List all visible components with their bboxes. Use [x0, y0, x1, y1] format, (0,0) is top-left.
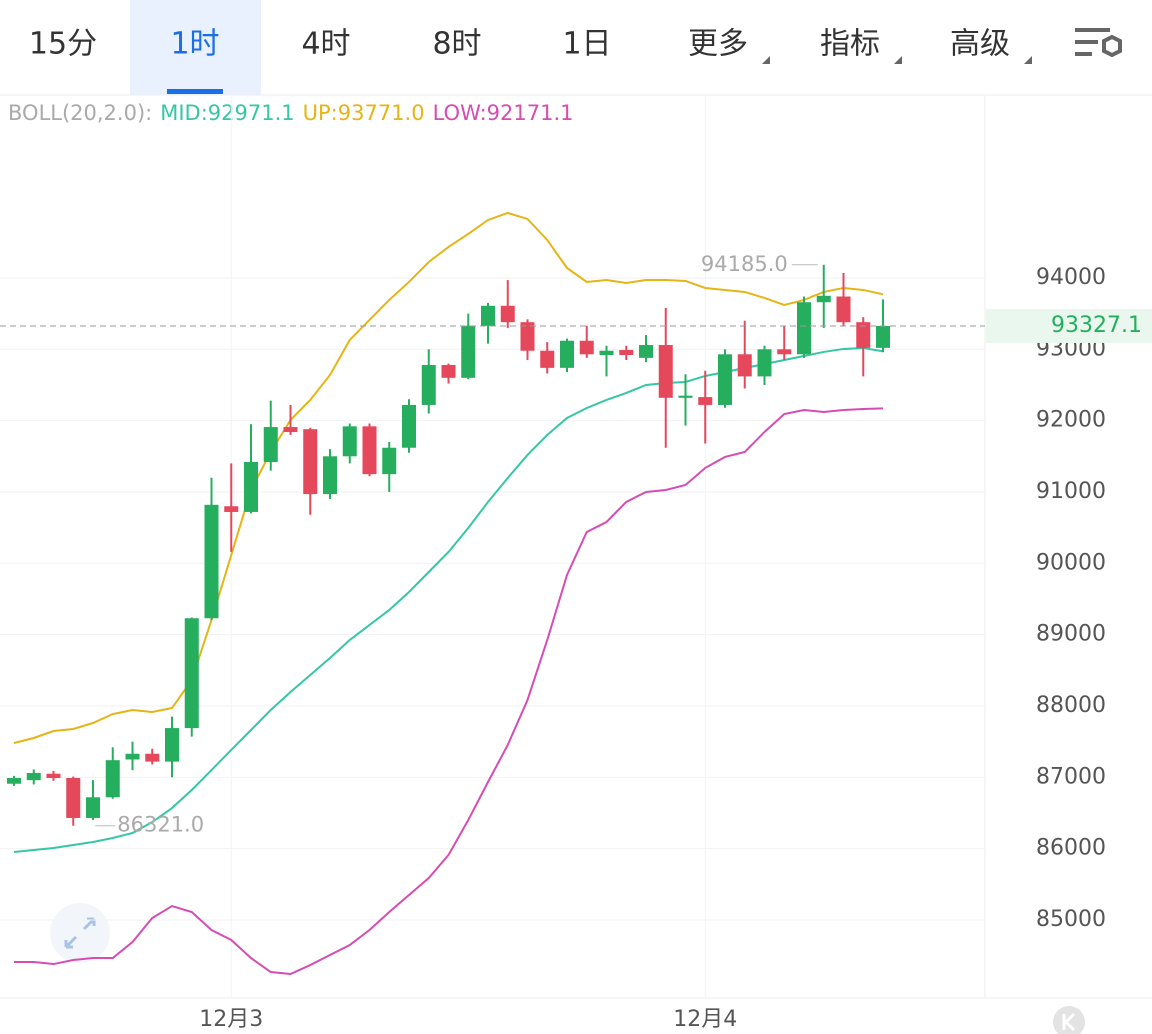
candle-body: [836, 296, 851, 323]
candle-body: [145, 753, 160, 762]
y-tick-label: 87000: [1036, 764, 1106, 789]
settings-icon[interactable]: [1075, 28, 1122, 58]
candle-body: [500, 305, 515, 323]
tab[interactable]: 4时: [301, 27, 350, 62]
candle-body: [125, 753, 140, 760]
tab-underline: [167, 89, 223, 94]
last-price-box: [986, 308, 1152, 343]
candle-body: [66, 778, 81, 818]
candle-body: [757, 349, 772, 377]
candle-body: [560, 340, 574, 368]
candle-body: [856, 322, 871, 348]
boll-line: [13, 346, 884, 853]
candle-body: [816, 295, 831, 303]
candle-body: [184, 618, 199, 729]
indicator-legend: BOLL(20,2.0):: [8, 101, 152, 125]
candle-body: [481, 305, 495, 326]
tab[interactable]: 更多: [688, 27, 748, 62]
candle-body: [283, 427, 298, 433]
candle-body: [105, 760, 120, 798]
y-tick-label: 94000: [1036, 265, 1106, 290]
candle-body: [599, 350, 614, 356]
dropdown-marker: [894, 56, 902, 64]
candle-body: [777, 349, 792, 355]
candle-body: [639, 345, 653, 358]
candle-body: [421, 364, 436, 405]
candle-body: [678, 395, 693, 398]
candle-body: [737, 354, 752, 377]
candle-body: [244, 462, 258, 512]
active-tab-bg: [130, 0, 261, 95]
tab[interactable]: 高级: [950, 27, 1010, 62]
last-price-label: 93327.1: [1051, 313, 1142, 338]
candle-body: [342, 426, 357, 457]
annotation-label: 94185.0: [701, 252, 788, 276]
candle-body: [619, 350, 634, 356]
candle-body: [362, 426, 377, 475]
indicator-legend: MID:92971.1: [160, 101, 294, 125]
candle-body: [698, 397, 713, 405]
candle-body: [579, 340, 594, 355]
candle-body: [441, 364, 456, 378]
candle-body: [876, 325, 890, 348]
candle-body: [204, 504, 219, 619]
candle-body: [263, 427, 278, 463]
candle-body: [797, 302, 811, 355]
indicator-legend: LOW:92171.1: [433, 101, 574, 125]
y-tick-label: 86000: [1036, 836, 1106, 861]
y-tick-label: 88000: [1036, 693, 1106, 718]
indicator-legend: UP:93771.0: [303, 101, 425, 125]
candle-body: [165, 728, 179, 762]
candle-body: [303, 429, 318, 495]
candle-body: [402, 404, 416, 448]
candle-body: [718, 354, 732, 405]
candle-body: [658, 345, 673, 398]
y-tick-label: 91000: [1036, 479, 1106, 504]
y-tick-label: 92000: [1036, 408, 1106, 433]
candle-body: [382, 447, 397, 475]
x-tick-label: 12月4: [673, 1007, 737, 1032]
candle-body: [7, 778, 21, 784]
candle-body: [323, 456, 337, 495]
candle-body: [224, 506, 239, 512]
y-tick-label: 90000: [1036, 550, 1106, 575]
dropdown-marker: [1024, 56, 1032, 64]
candle-body: [26, 773, 41, 781]
tab[interactable]: 指标: [820, 27, 880, 62]
tab[interactable]: 1时: [170, 27, 219, 62]
candle-body: [540, 350, 555, 368]
dropdown-marker: [762, 56, 770, 64]
tab[interactable]: 15分: [29, 27, 97, 62]
scroll-end-button[interactable]: [1053, 1006, 1085, 1034]
y-tick-label: 85000: [1036, 907, 1106, 932]
boll-line: [14, 407, 884, 976]
expand-button[interactable]: [50, 903, 110, 963]
annotation-label: 86321.0: [117, 813, 204, 837]
candle-body: [46, 773, 61, 779]
boll-line: [13, 211, 884, 744]
x-tick-label: 12月3: [199, 1007, 263, 1032]
candle-body: [520, 322, 535, 351]
tab[interactable]: 1日: [562, 27, 611, 62]
candle-body: [461, 325, 476, 378]
candle-body: [86, 797, 100, 818]
tab[interactable]: 8时: [432, 27, 481, 62]
y-tick-label: 89000: [1036, 622, 1106, 647]
